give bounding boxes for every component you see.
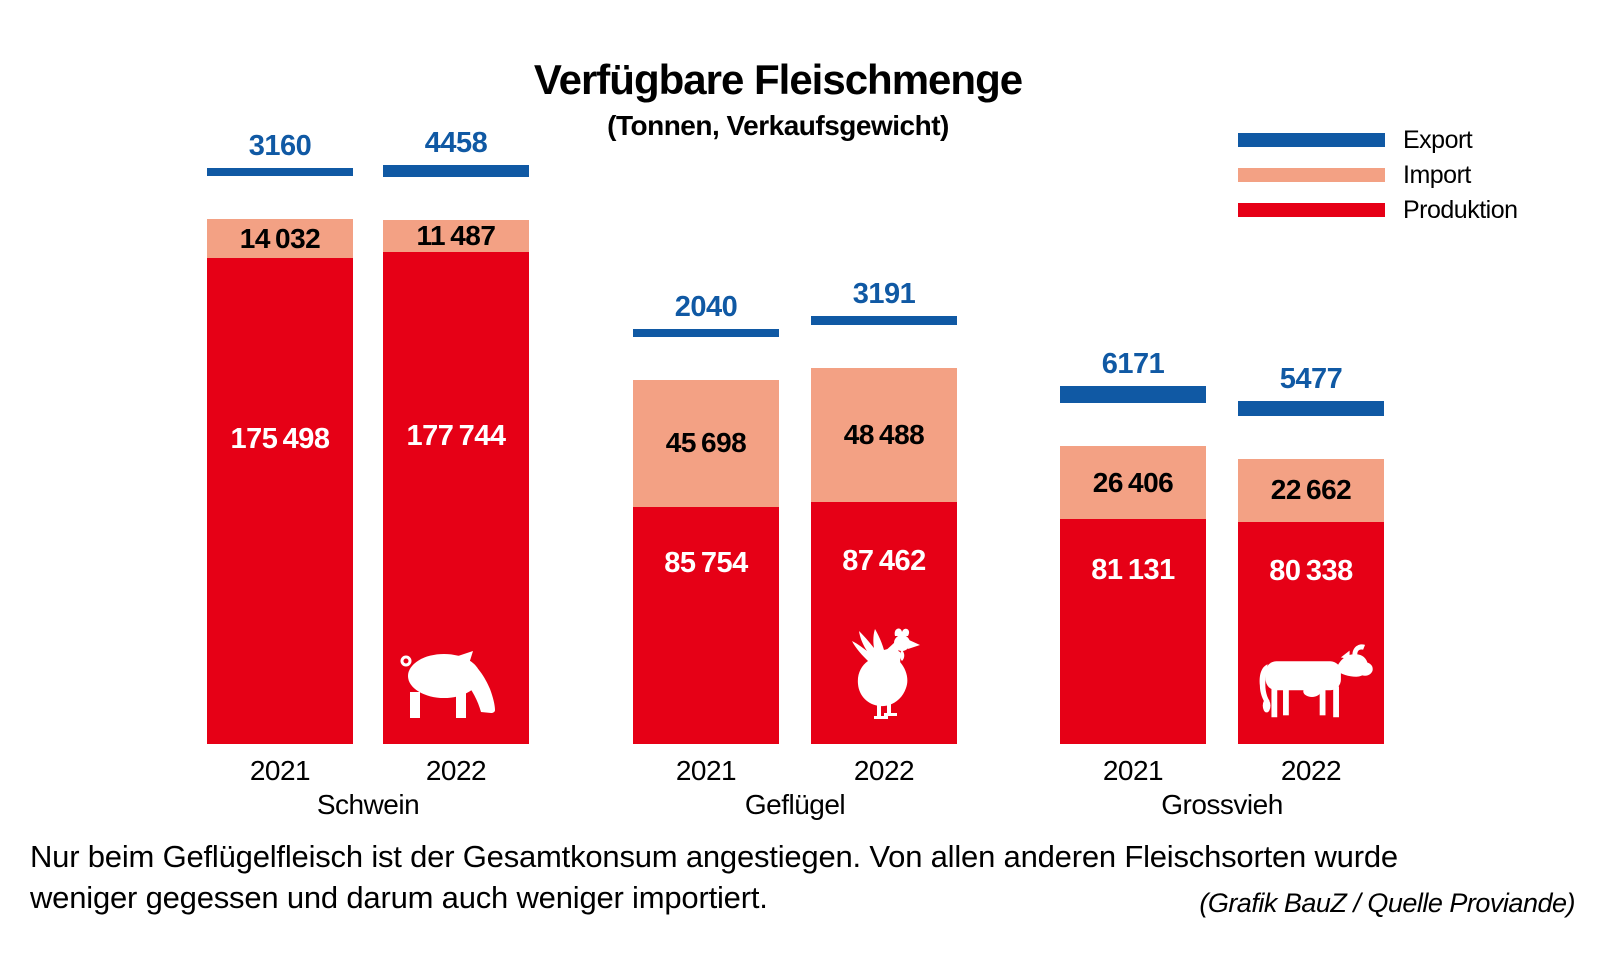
caption-line-2: weniger gegessen und darum auch weniger … [30, 880, 768, 915]
caption: Nur beim Geflügelfleisch ist der Gesamtk… [30, 836, 1398, 918]
production-value-Geflügel-2022: 87 462 [842, 544, 926, 577]
legend-label-produktion: Produktion [1403, 195, 1518, 224]
legend: Export Import Produktion [1238, 126, 1518, 238]
export-value-Grossvieh-2022: 5477 [1279, 362, 1343, 395]
import-segment-Geflügel-2022: 48 488 [811, 367, 957, 502]
produktion-swatch [1238, 203, 1385, 217]
legend-label-import: Import [1403, 160, 1471, 189]
group-label-Grossvieh: Grossvieh [1161, 789, 1283, 820]
production-value-Grossvieh-2022: 80 338 [1269, 554, 1353, 587]
legend-item-export: Export [1238, 126, 1518, 154]
production-segment-Grossvieh-2022: 80 338 [1238, 521, 1384, 744]
year-label-Grossvieh-2022: 2022 [1280, 755, 1342, 786]
import-segment-Schwein-2021: 14 032 [207, 219, 353, 259]
export-bar-Geflügel-2021 [633, 329, 779, 338]
import-swatch [1238, 168, 1385, 182]
production-value-Grossvieh-2021: 81 131 [1091, 553, 1175, 586]
export-value-Grossvieh-2021: 6171 [1101, 348, 1165, 381]
import-value-Schwein-2021: 14 032 [239, 222, 321, 254]
group-label-Geflügel: Geflügel [744, 789, 846, 820]
export-swatch [1238, 133, 1385, 147]
page-title: Verfügbare Fleischmenge [533, 56, 1023, 103]
year-label-Schwein-2022: 2022 [425, 755, 487, 786]
chicken-icon [843, 624, 925, 729]
import-value-Geflügel-2022: 48 488 [843, 418, 925, 450]
year-label-Geflügel-2021: 2021 [675, 755, 737, 786]
export-bar-Geflügel-2022 [811, 315, 957, 325]
import-value-Schwein-2022: 11 487 [416, 220, 496, 252]
import-value-Grossvieh-2021: 26 406 [1092, 466, 1174, 498]
export-bar-Schwein-2022 [383, 164, 529, 178]
production-segment-Schwein-2022: 177 744 [383, 252, 529, 744]
production-segment-Schwein-2021: 175 498 [207, 258, 353, 744]
export-bar-Grossvieh-2022 [1238, 400, 1384, 416]
title-block: Verfügbare Fleischmenge (Tonnen, Verkauf… [0, 56, 1556, 142]
export-value-Schwein-2022: 4458 [424, 126, 488, 159]
production-value-Schwein-2021: 175 498 [230, 423, 330, 456]
credit-text: (Grafik BauZ / Quelle Proviande) [1199, 888, 1575, 918]
cow-icon [1247, 642, 1375, 729]
export-bar-Schwein-2021 [207, 167, 353, 177]
export-value-Schwein-2021: 3160 [248, 129, 312, 162]
caption-line-1: Nur beim Geflügelfleisch ist der Gesamtk… [30, 839, 1398, 874]
import-value-Grossvieh-2022: 22 662 [1270, 474, 1352, 506]
export-value-Geflügel-2022: 3191 [852, 277, 916, 310]
import-segment-Schwein-2022: 11 487 [383, 220, 529, 253]
import-segment-Geflügel-2021: 45 698 [633, 380, 779, 507]
production-segment-Geflügel-2022: 87 462 [811, 501, 957, 744]
pig-icon [396, 644, 516, 729]
production-segment-Geflügel-2021: 85 754 [633, 506, 779, 744]
production-value-Schwein-2022: 177 744 [406, 420, 506, 452]
import-segment-Grossvieh-2022: 22 662 [1238, 458, 1384, 522]
group-label-Schwein: Schwein [316, 789, 420, 820]
page-subtitle: (Tonnen, Verkaufsgewicht) [607, 110, 949, 141]
export-bar-Grossvieh-2021 [1060, 386, 1206, 404]
import-value-Geflügel-2021: 45 698 [665, 427, 747, 459]
year-label-Schwein-2021: 2021 [249, 755, 311, 786]
import-segment-Grossvieh-2021: 26 406 [1060, 446, 1206, 520]
legend-item-import: Import [1238, 161, 1518, 189]
legend-label-export: Export [1403, 125, 1473, 154]
production-value-Geflügel-2021: 85 754 [664, 547, 748, 580]
legend-item-produktion: Produktion [1238, 196, 1518, 224]
year-label-Grossvieh-2021: 2021 [1102, 755, 1164, 786]
year-label-Geflügel-2022: 2022 [853, 755, 915, 786]
production-segment-Grossvieh-2021: 81 131 [1060, 519, 1206, 744]
export-value-Geflügel-2021: 2040 [674, 291, 738, 324]
